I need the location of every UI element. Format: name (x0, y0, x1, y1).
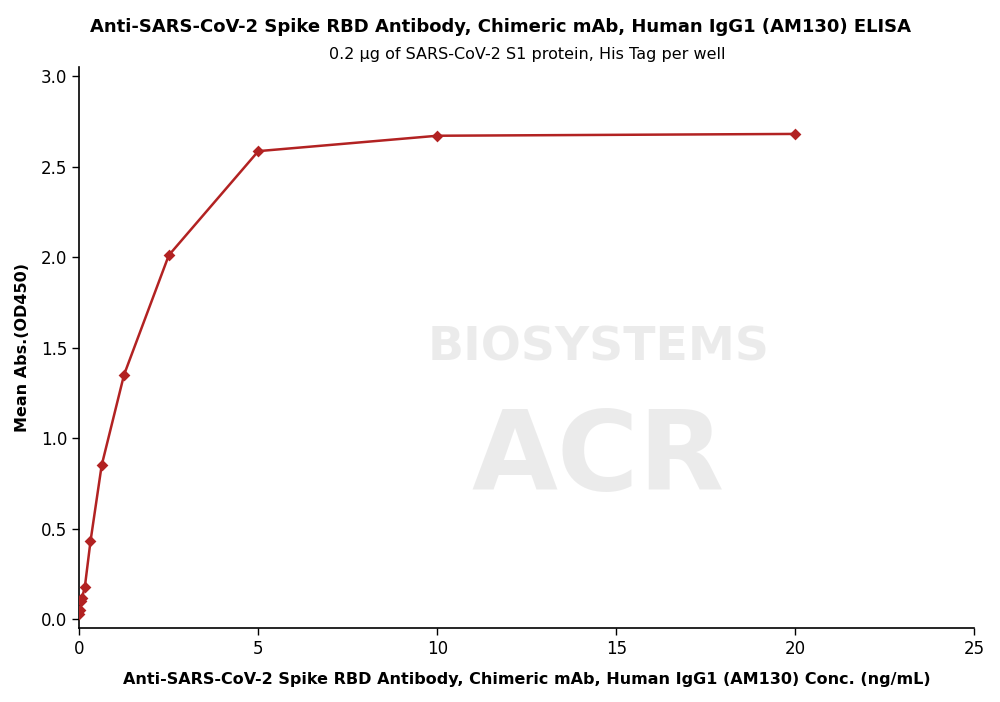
X-axis label: Anti-SARS-CoV-2 Spike RBD Antibody, Chimeric mAb, Human IgG1 (AM130) Conc. (ng/m: Anti-SARS-CoV-2 Spike RBD Antibody, Chim… (123, 672, 931, 687)
Point (161, 250, 177, 261)
Text: Anti-SARS-CoV-2 Spike RBD Antibody, Chimeric mAb, Human IgG1 (AM130) ELISA: Anti-SARS-CoV-2 Spike RBD Antibody, Chim… (90, 18, 910, 36)
Point (74, 592, 90, 603)
Point (429, 130, 445, 141)
Y-axis label: Mean Abs.(OD450): Mean Abs.(OD450) (15, 263, 30, 432)
Point (77, 581, 93, 592)
Title: 0.2 μg of SARS-CoV-2 S1 protein, His Tag per well: 0.2 μg of SARS-CoV-2 S1 protein, His Tag… (329, 46, 725, 62)
Point (116, 369, 132, 380)
Point (71, 608, 87, 619)
Point (94, 460, 110, 471)
Point (787, 128, 803, 140)
Text: ACR: ACR (472, 406, 725, 513)
Point (82, 536, 98, 547)
Point (250, 145, 266, 157)
Point (73, 595, 89, 607)
Point (72, 604, 88, 616)
Text: BIOSYSTEMS: BIOSYSTEMS (427, 325, 769, 370)
